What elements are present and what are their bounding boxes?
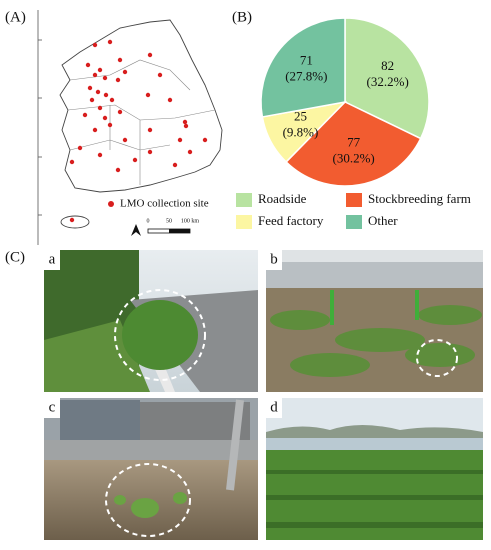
map-legend: LMO collection site [120,198,209,210]
site-dot [97,67,103,73]
panel-label: (A) [5,9,26,25]
photo-label: d [270,399,278,415]
pie-slice [285,101,422,187]
slice-percent: (9.8%) [283,125,319,140]
site-dot [177,137,183,143]
site-dot [77,145,83,151]
panel-label: (B) [232,9,252,25]
pie-slice [344,17,430,140]
slice-value: 25 [294,109,307,124]
legend-dot [108,201,114,207]
slice-value: 82 [381,58,394,73]
site-dot [182,119,188,125]
photo-b: b [266,250,483,392]
legend-label: Feed factory [258,213,324,228]
photo-label: b [270,251,278,267]
photo-a: a [44,250,258,392]
north-arrow [131,224,141,236]
photo-c: c [44,398,258,540]
site-dot [115,167,121,173]
site-dot [97,152,103,158]
site-dot [102,75,108,81]
site-dot [147,149,153,155]
slice-percent: (30.2%) [333,151,375,166]
site-dot [69,217,75,223]
scale-label: 0 [147,218,150,224]
site-dot [103,92,109,98]
scale-bar [169,229,190,233]
site-dot [147,127,153,133]
site-dot [145,92,151,98]
map-outline [59,19,223,193]
site-dot [92,42,98,48]
legend-label: Roadside [258,191,307,206]
site-dot [132,157,138,163]
site-dot [82,112,88,118]
legend-swatch [346,193,362,207]
pie-slice [260,17,346,118]
legend-swatch [236,215,252,229]
photo-label: a [49,251,56,267]
legend-label: Stockbreeding farm [368,191,471,206]
site-dot [157,72,163,78]
site-dot [107,39,113,45]
site-dot [147,52,153,58]
site-dot [117,57,123,63]
site-dot [107,122,113,128]
panel-label: (C) [5,249,25,265]
site-dot [92,127,98,133]
scale-label: 100 km [181,218,200,224]
map: LMO collection site 0 50 100 km [37,10,223,245]
map-boundaries [67,59,216,185]
site-dot [202,137,208,143]
legend-swatch [346,215,362,229]
slice-percent: (27.8%) [285,69,327,84]
site-dot [187,149,193,155]
site-dot [87,85,93,91]
site-dot [69,159,75,165]
site-dot [102,115,108,121]
site-dots [69,39,208,223]
site-dot [183,123,189,129]
site-dot [172,162,178,168]
site-dot [89,97,95,103]
photo-label: c [49,399,56,415]
site-dot [117,109,123,115]
site-dot [122,137,128,143]
photo-d: d [266,398,483,540]
site-dot [95,89,101,95]
site-dot [109,97,115,103]
site-dot [167,97,173,103]
site-dot [97,105,103,111]
site-dot [85,62,91,68]
site-dot [92,72,98,78]
map-ticks [38,39,42,216]
scale-label: 50 [166,218,172,224]
map-island [60,215,90,229]
pie-chart: 82(32.2%) 77(30.2%) 25(9.8%) 71(27.8%) Roads… [236,17,471,229]
legend-swatch [236,193,252,207]
legend-label: Other [368,213,398,228]
site-dot [115,77,121,83]
site-dot [122,69,128,75]
slice-value: 77 [347,135,361,150]
slice-percent: (32.2%) [367,74,409,89]
slice-value: 71 [300,53,313,68]
